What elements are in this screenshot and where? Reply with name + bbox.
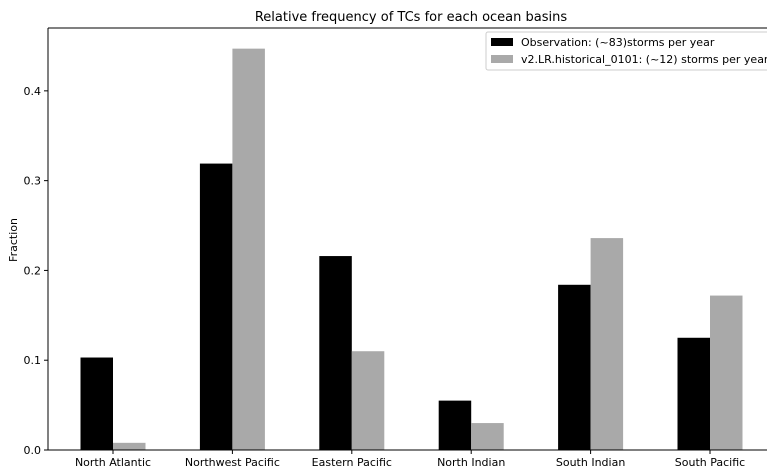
plot-area: 0.0 0.1 0.2 0.3 0.4 North Atlantic Northwest … <box>24 27 767 467</box>
y-tick-label: 0.4 <box>24 85 42 98</box>
bar-model-north-atlantic <box>113 442 146 450</box>
y-axis-ticks: 0.0 0.1 0.2 0.3 0.4 <box>24 85 48 457</box>
y-tick-label: 0.1 <box>24 354 42 367</box>
bar-observation-south-pacific <box>677 337 710 450</box>
x-tick-label: North Atlantic <box>75 456 151 467</box>
bar-observation-north-atlantic <box>80 357 113 450</box>
bar-model-north-indian <box>471 423 504 450</box>
x-tick-label: Northwest Pacific <box>185 456 280 467</box>
legend-label-model: v2.LR.historical_0101: (~12) storms per … <box>521 53 767 66</box>
chart-title: Relative frequency of TCs for each ocean… <box>255 10 567 25</box>
bar-model-south-pacific <box>710 295 743 450</box>
bar-observation-north-indian <box>438 400 472 450</box>
bar-model-northwest-pacific <box>232 48 265 451</box>
legend: Observation: (~83)storms per year v2.LR.… <box>485 31 767 71</box>
bar-model-eastern-pacific <box>351 351 385 450</box>
x-tick-label: South Indian <box>556 456 625 467</box>
y-tick-label: 0.0 <box>24 444 42 457</box>
y-tick-label: 0.3 <box>24 175 42 188</box>
bar-observation-northwest-pacific <box>199 163 233 450</box>
bar-model-south-indian <box>590 238 624 450</box>
bar-observation-eastern-pacific <box>319 256 352 450</box>
bar-observation-south-indian <box>558 284 591 450</box>
y-tick-label: 0.2 <box>24 264 42 277</box>
y-axis-label: Fraction <box>7 218 20 262</box>
x-tick-label: South Pacific <box>675 456 745 467</box>
x-tick-label: Eastern Pacific <box>312 456 392 467</box>
legend-label-observation: Observation: (~83)storms per year <box>521 36 715 49</box>
legend-box <box>485 31 767 71</box>
legend-swatch-model <box>491 55 513 63</box>
x-axis-ticks: North Atlantic Northwest Pacific Eastern P… <box>75 450 745 467</box>
legend-swatch-observation <box>491 38 513 46</box>
x-tick-label: North Indian <box>437 456 505 467</box>
bars-group <box>80 48 743 451</box>
